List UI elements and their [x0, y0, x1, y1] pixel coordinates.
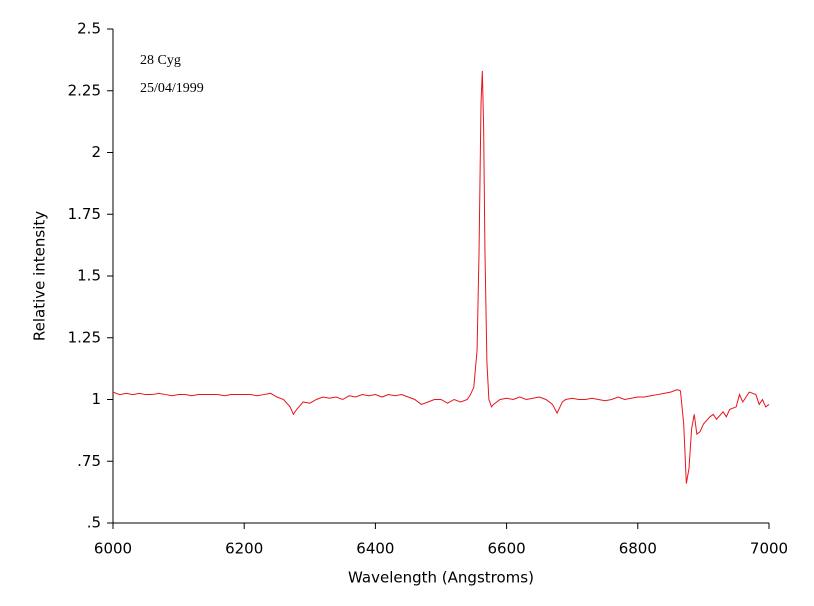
x-tick-label: 7000	[750, 540, 788, 558]
x-tick-label: 6600	[488, 540, 526, 558]
annotation: 25/04/1999	[140, 81, 204, 96]
x-tick-label: 6000	[94, 540, 132, 558]
x-tick-label: 6200	[225, 540, 263, 558]
x-tick-label: 6400	[356, 540, 394, 558]
y-tick-label: 1.5	[77, 267, 101, 285]
y-tick-label: 1.75	[68, 205, 101, 223]
y-tick-label: 1	[91, 390, 101, 408]
x-axis-label: Wavelength (Angstroms)	[348, 569, 534, 587]
y-axis-label: Relative intensity	[31, 211, 49, 341]
y-tick-label: 2.5	[77, 20, 101, 38]
x-tick-label: 6800	[619, 540, 657, 558]
y-tick-label: .75	[77, 452, 101, 470]
annotation: 28 Cyg	[140, 53, 181, 68]
y-tick-label: 2.25	[68, 81, 101, 99]
y-tick-label: 1.25	[68, 328, 101, 346]
y-tick-label: 2	[91, 143, 101, 161]
spectrum-line	[112, 70, 770, 484]
y-tick-label: .5	[87, 514, 101, 532]
